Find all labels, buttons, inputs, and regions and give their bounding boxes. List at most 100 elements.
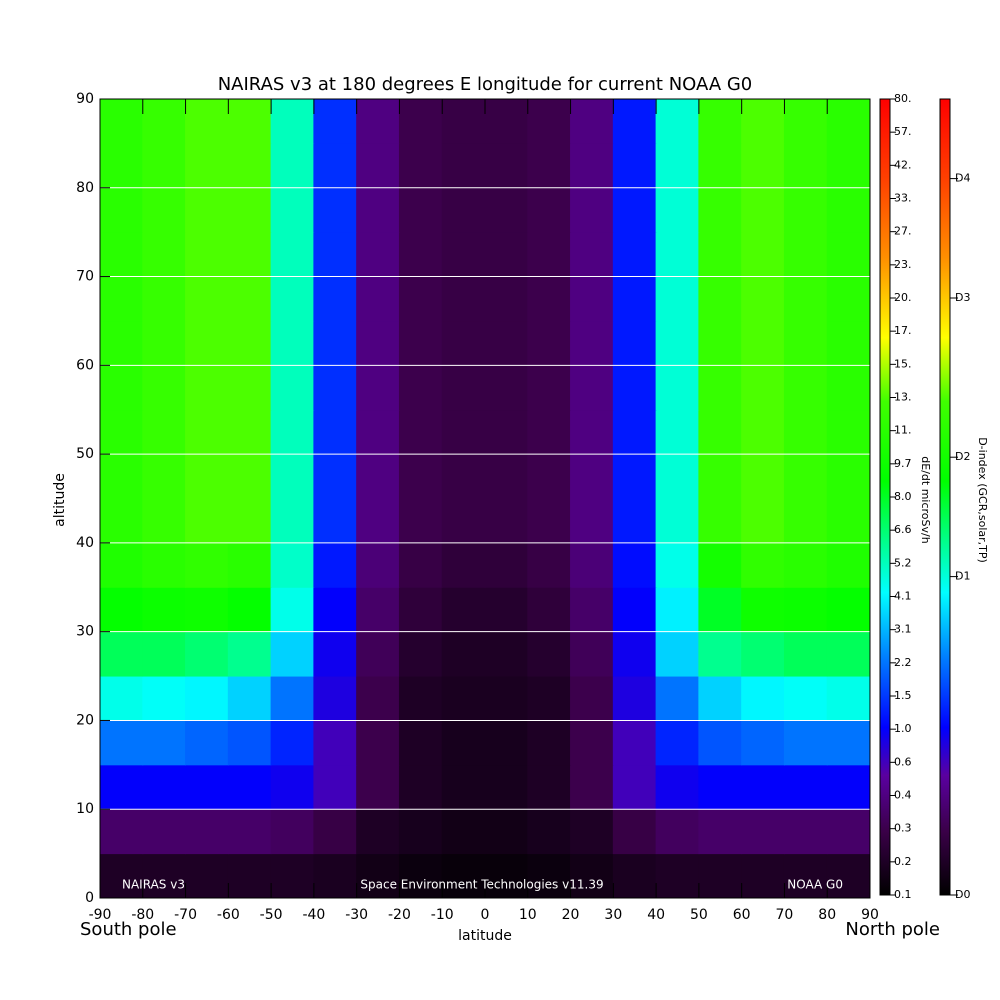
heatmap-cell: [142, 719, 187, 766]
heatmap-cell: [185, 719, 229, 766]
heatmap-cell: [185, 586, 229, 633]
y-tick-label: 70: [76, 269, 94, 285]
heatmap-cell: [356, 320, 400, 366]
colorbar-tick-label: 9.7: [894, 457, 912, 470]
colorbar-tick-label: 57.: [894, 125, 912, 138]
heatmap-cell: [655, 276, 700, 322]
heatmap-cell: [826, 98, 871, 144]
heatmap-cell: [398, 586, 443, 633]
heatmap-cell: [698, 542, 743, 588]
heatmap-cell: [227, 631, 272, 677]
heatmap-cell: [441, 187, 486, 233]
heatmap-cell: [356, 409, 400, 455]
colorbar-tick-label: 1.0: [894, 722, 912, 735]
heatmap-cell: [612, 542, 657, 588]
heatmap-cell: [655, 764, 700, 810]
heatmap-cell: [826, 320, 871, 366]
heatmap-cell: [741, 453, 785, 499]
heatmap-cell: [484, 542, 529, 588]
colorbar: [939, 98, 951, 896]
heatmap-cell: [313, 719, 358, 766]
heatmap-cell: [270, 808, 315, 855]
heatmap-cell: [741, 320, 785, 366]
heatmap-cell: [142, 453, 187, 499]
heatmap-cell: [655, 498, 700, 544]
heatmap-cell: [698, 719, 743, 766]
heatmap-cell: [783, 142, 828, 189]
heatmap-cell: [142, 409, 187, 455]
heatmap-cell: [698, 631, 743, 677]
colorbar-tick-label: 3.1: [894, 623, 912, 636]
y-tick-label: 40: [76, 535, 94, 551]
heatmap-cell: [570, 453, 614, 499]
heatmap-cell: [270, 98, 315, 144]
heatmap-cell: [826, 808, 871, 855]
chart-title: NAIRAS v3 at 180 degrees E longitude for…: [218, 74, 753, 95]
heatmap-cell: [99, 276, 144, 322]
heatmap-cell: [313, 364, 358, 411]
annotation: NAIRAS v3: [122, 878, 185, 892]
heatmap-cell: [270, 586, 315, 633]
annotation: South pole: [80, 919, 177, 940]
heatmap-cell: [612, 675, 657, 721]
heatmap-cell: [783, 409, 828, 455]
heatmap-cell: [826, 719, 871, 766]
heatmap-cell: [655, 542, 700, 588]
heatmap-cell: [270, 231, 315, 278]
heatmap-cell: [826, 364, 871, 411]
heatmap-cell: [783, 498, 828, 544]
heatmap-cell: [484, 764, 529, 810]
heatmap-cell: [398, 764, 443, 810]
heatmap-cell: [570, 231, 614, 278]
heatmap-cell: [484, 364, 529, 411]
plot-frame: [99, 98, 871, 899]
heatmap-cell: [313, 98, 358, 144]
heatmap-cell: [227, 98, 272, 144]
heatmap-cell: [655, 364, 700, 411]
colorbar-tick-label: 8.0: [894, 490, 912, 503]
heatmap-cell: [270, 631, 315, 677]
heatmap-cell: [484, 320, 529, 366]
heatmap-cell: [612, 276, 657, 322]
heatmap-cell: [227, 586, 272, 633]
heatmap-cell: [185, 98, 229, 144]
heatmap-cell: [783, 631, 828, 677]
x-tick-label: -70: [174, 907, 197, 923]
heatmap-cell: [570, 320, 614, 366]
heatmap-cell: [826, 631, 871, 677]
heatmap-cell: [227, 675, 272, 721]
heatmap-cell: [655, 187, 700, 233]
heatmap-cell: [527, 276, 572, 322]
heatmap-cell: [99, 453, 144, 499]
heatmap-cell: [612, 364, 657, 411]
x-tick-label: 0: [481, 907, 490, 923]
y-tick-label: 60: [76, 357, 94, 373]
heatmap-cell: [783, 231, 828, 278]
heatmap-cell: [441, 276, 486, 322]
heatmap-cell: [270, 187, 315, 233]
colorbar-tick-label: 0.6: [894, 755, 912, 768]
heatmap-cell: [270, 542, 315, 588]
heatmap-cell: [356, 542, 400, 588]
heatmap-cell: [570, 631, 614, 677]
heatmap-cell: [826, 853, 871, 899]
colorbar-tick-label: 5.2: [894, 556, 912, 569]
heatmap-cell: [142, 675, 187, 721]
heatmap-cell: [270, 409, 315, 455]
heatmap-cell: [527, 719, 572, 766]
heatmap-cell: [356, 808, 400, 855]
heatmap-cell: [484, 142, 529, 189]
colorbar-tick-label: 17.: [894, 324, 912, 337]
heatmap-cell: [698, 409, 743, 455]
annotation: NOAA G0: [787, 878, 843, 892]
heatmap-cell: [356, 142, 400, 189]
heatmap-cell: [570, 542, 614, 588]
heatmap-cell: [99, 675, 144, 721]
heatmap-cell: [142, 631, 187, 677]
heatmap-cell: [741, 586, 785, 633]
heatmap-cell: [185, 808, 229, 855]
heatmap-cell: [527, 231, 572, 278]
heatmap-cell: [698, 853, 743, 899]
heatmap-cell: [398, 498, 443, 544]
heatmap-cell: [99, 542, 144, 588]
